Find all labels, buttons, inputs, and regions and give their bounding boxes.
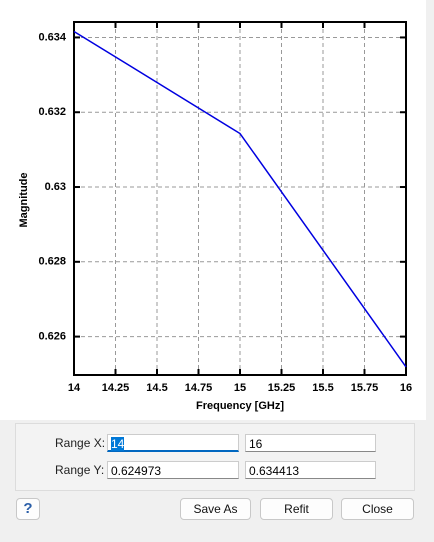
y-tick-label: 0.634 (38, 31, 66, 43)
range-y-label: Range Y: (55, 463, 105, 477)
x-tick-label: 15.5 (312, 382, 333, 394)
x-tick-label: 14 (68, 382, 81, 394)
y-tick-label: 0.628 (38, 256, 66, 268)
y-axis-label: Magnitude (18, 173, 30, 228)
plot-frame (73, 21, 407, 376)
range-x-max[interactable]: 16 (245, 434, 376, 452)
y-tick-label: 0.632 (38, 106, 66, 118)
selected-text: 14 (111, 437, 125, 451)
x-tick-label: 14.5 (146, 382, 167, 394)
range-x-min[interactable]: 14 (107, 434, 239, 452)
range-x-label: Range X: (55, 436, 106, 450)
y-tick-label: 0.626 (38, 331, 66, 343)
chart-background (0, 0, 426, 420)
x-tick-label: 15.25 (268, 382, 296, 394)
y-tick-label: 0.63 (45, 181, 66, 193)
close-button[interactable]: Close (341, 498, 414, 520)
save-as-button[interactable]: Save As (180, 498, 251, 520)
x-tick-label: 15.75 (351, 382, 379, 394)
x-tick-label: 16 (400, 382, 412, 394)
chart: Frequency [GHz] Magnitude 0.626 0.628 0.63… (0, 0, 426, 420)
help-button[interactable]: ? (16, 498, 40, 520)
x-tick-label: 15 (234, 382, 246, 394)
range-y-min[interactable]: 0.624973 (107, 461, 239, 479)
range-y-max[interactable]: 0.634413 (245, 461, 376, 479)
x-tick-label: 14.75 (185, 382, 213, 394)
data-line (73, 30, 407, 368)
refit-button[interactable]: Refit (260, 498, 333, 520)
x-tick-label: 14.25 (102, 382, 130, 394)
x-axis-label: Frequency [GHz] (196, 400, 284, 412)
